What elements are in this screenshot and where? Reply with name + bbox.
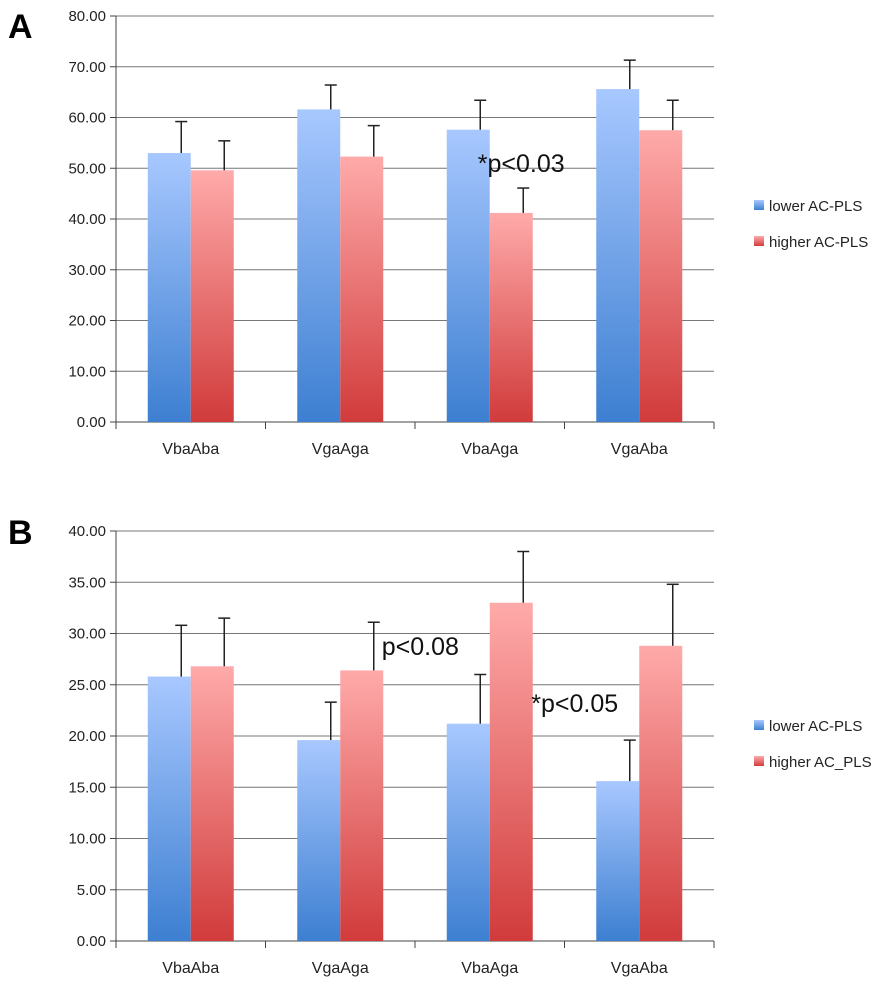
x-tick-label: VbaAba: [162, 960, 219, 977]
y-tick-label: 5.00: [77, 882, 106, 899]
bar-higher-vgaaba: [639, 645, 683, 941]
y-tick-label: 15.00: [68, 779, 106, 796]
chart-panel-a: A 0.00 10.00 20.00 30.00 40.00 50.00 60.00 70.00…: [8, 8, 868, 458]
legend-label: higher AC-PLS: [769, 234, 868, 251]
y-tick-label: 0.00: [77, 414, 106, 431]
bar-lower-vbaaba: [147, 676, 191, 941]
bar-higher-vbaaba: [190, 666, 234, 941]
y-tick-label: 20.00: [68, 313, 106, 330]
bar-lower-vbaaga: [446, 723, 490, 941]
legend-swatch: [754, 756, 764, 766]
x-tick-label: VgaAba: [611, 441, 668, 458]
y-tick-label: 35.00: [68, 574, 106, 591]
significance-annotation: *p<0.03: [478, 150, 565, 178]
y-tick-label: 0.00: [77, 933, 106, 950]
significance-annotation: *p<0.05: [531, 690, 618, 718]
y-tick-label: 70.00: [68, 59, 106, 76]
bar-higher-vbaaba: [190, 170, 234, 422]
y-tick-label: 40.00: [68, 211, 106, 228]
x-tick-label: VgaAba: [611, 960, 668, 977]
y-tick-label: 50.00: [68, 160, 106, 177]
y-tick-label: 80.00: [68, 8, 106, 25]
legend-label: lower AC-PLS: [769, 718, 862, 735]
bar-higher-vbaaga: [489, 602, 533, 941]
bar-lower-vgaaga: [297, 740, 341, 941]
x-tick-label: VbaAba: [162, 441, 219, 458]
bar-higher-vgaaga: [340, 670, 384, 941]
bar-lower-vbaaga: [446, 129, 490, 422]
chart-panel-b: B 0.00 5.00 10.00 15.00 20.00 25.00 30.00 35.00 4…: [8, 514, 872, 977]
y-tick-label: 25.00: [68, 677, 106, 694]
legend-swatch: [754, 720, 764, 730]
bar-lower-vgaaba: [596, 781, 640, 941]
x-tick-label: VgaAga: [312, 441, 369, 458]
significance-annotation: p<0.08: [382, 633, 459, 661]
y-tick-label: 60.00: [68, 110, 106, 127]
panel-label: A: [8, 8, 33, 46]
bar-higher-vgaaga: [340, 156, 384, 422]
y-tick-label: 10.00: [68, 831, 106, 848]
x-tick-label: VbaAga: [461, 960, 518, 977]
legend-swatch: [754, 200, 764, 210]
x-tick-label: VgaAga: [312, 960, 369, 977]
legend-label: higher AC_PLS: [769, 754, 872, 771]
legend-label: lower AC-PLS: [769, 198, 862, 215]
legend-swatch: [754, 236, 764, 246]
y-tick-label: 20.00: [68, 728, 106, 745]
y-tick-label: 30.00: [68, 626, 106, 643]
y-tick-label: 10.00: [68, 363, 106, 380]
y-tick-label: 30.00: [68, 262, 106, 279]
panel-label: B: [8, 514, 33, 552]
bar-higher-vbaaga: [489, 212, 533, 422]
bar-lower-vbaaba: [147, 153, 191, 422]
x-tick-label: VbaAga: [461, 441, 518, 458]
bar-lower-vgaaba: [596, 89, 640, 422]
y-tick-label: 40.00: [68, 523, 106, 540]
bar-lower-vgaaga: [297, 109, 341, 422]
bar-higher-vgaaba: [639, 130, 683, 422]
